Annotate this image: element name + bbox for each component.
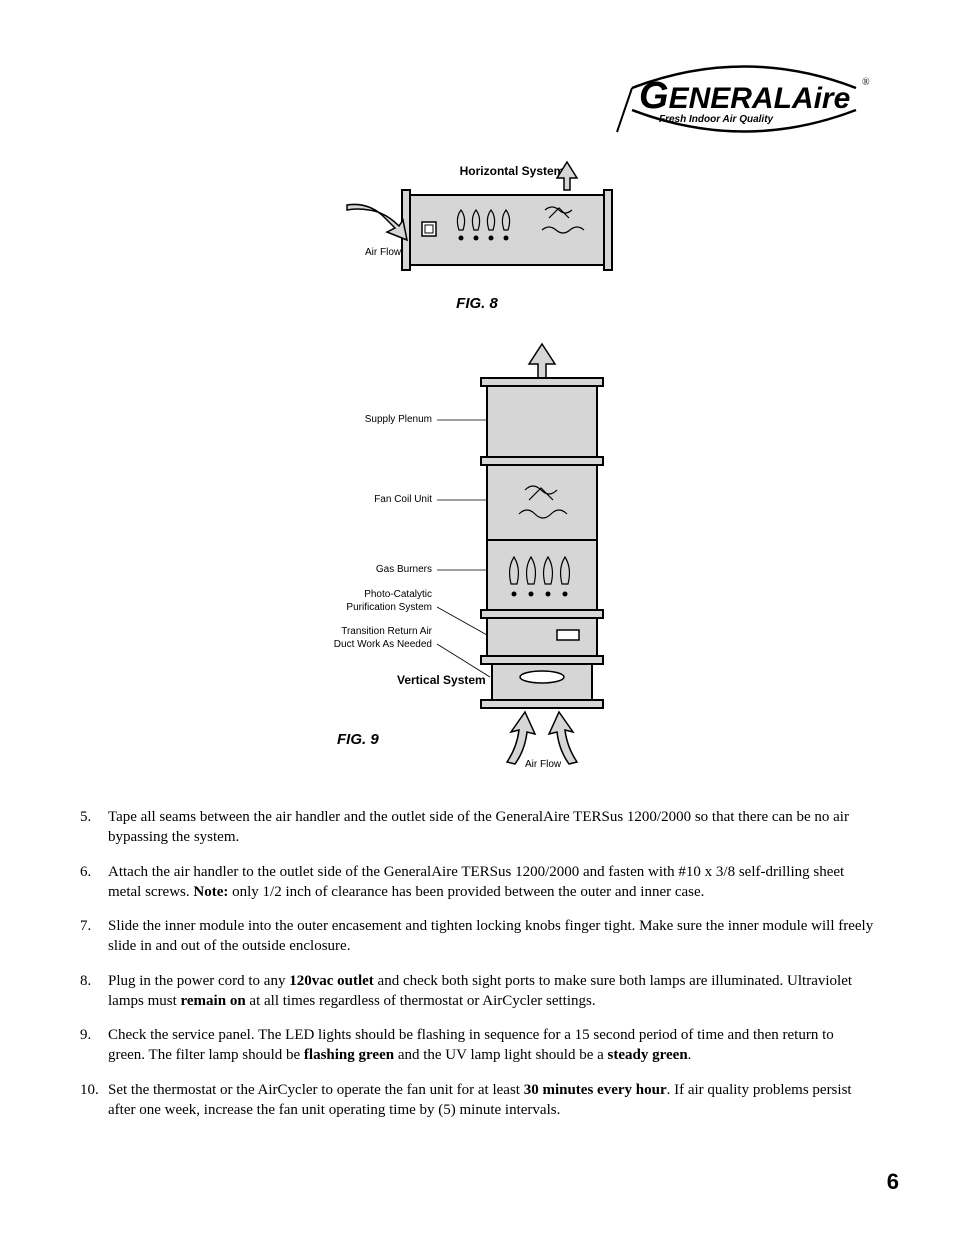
- instruction-item: Plug in the power cord to any 120vac out…: [80, 971, 874, 1012]
- instruction-item: Attach the air handler to the outlet sid…: [80, 862, 874, 903]
- instruction-item: Check the service panel. The LED lights …: [80, 1025, 874, 1066]
- svg-text:®: ®: [862, 77, 870, 88]
- instruction-list: Tape all seams between the air handler a…: [80, 807, 874, 1120]
- figure-8: Horizontal System: [327, 160, 627, 312]
- svg-text:Fan Coil Unit: Fan Coil Unit: [374, 494, 432, 505]
- svg-text:Purification System: Purification System: [346, 602, 432, 613]
- svg-text:FIG. 9: FIG. 9: [337, 731, 379, 748]
- page-number: 6: [887, 1169, 899, 1195]
- svg-text:Supply Plenum: Supply Plenum: [365, 414, 432, 425]
- instruction-item: Tape all seams between the air handler a…: [80, 807, 874, 848]
- svg-text:Fresh Indoor Air Quality: Fresh Indoor Air Quality: [659, 114, 774, 125]
- svg-text:Gas Burners: Gas Burners: [376, 564, 432, 575]
- svg-text:Air Flow: Air Flow: [365, 247, 402, 258]
- svg-text:Air Flow: Air Flow: [525, 759, 562, 770]
- svg-text:Transition Return Air: Transition Return Air: [341, 626, 432, 637]
- figure-9: Supply Plenum Fan Coil Unit Gas Burners …: [267, 342, 687, 772]
- svg-text:Duct Work As Needed: Duct Work As Needed: [334, 639, 432, 650]
- fig8-caption: FIG. 8: [456, 295, 498, 312]
- brand-logo: GENERALAire ® Fresh Indoor Air Quality: [614, 60, 874, 145]
- svg-text:Photo-Catalytic: Photo-Catalytic: [364, 589, 432, 600]
- instruction-item: Slide the inner module into the outer en…: [80, 916, 874, 957]
- svg-text:Vertical System: Vertical System: [397, 673, 486, 687]
- svg-text:Horizontal System: Horizontal System: [460, 164, 565, 178]
- instruction-item: Set the thermostat or the AirCycler to o…: [80, 1080, 874, 1121]
- logo-text: GENERALAire: [639, 75, 850, 117]
